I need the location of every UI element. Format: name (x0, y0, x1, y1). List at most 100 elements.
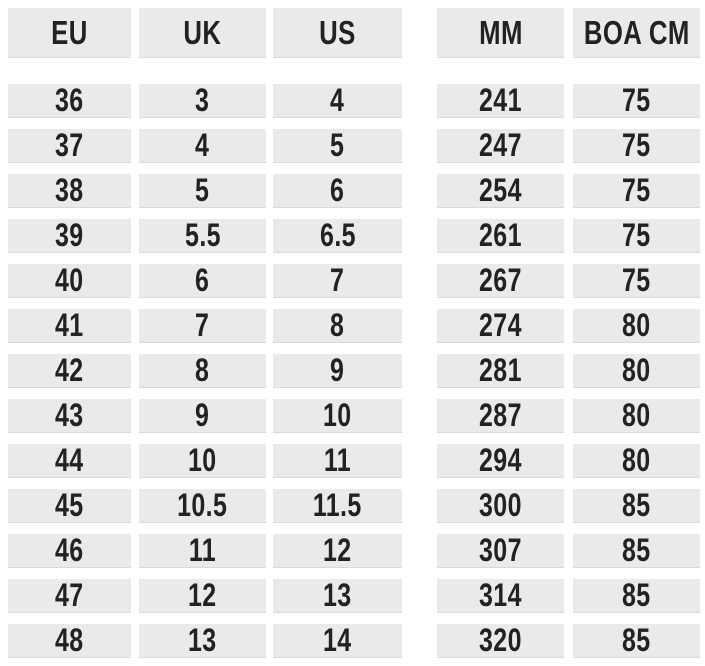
value-mm: 307 (479, 532, 522, 568)
value-boa: 85 (622, 622, 651, 658)
cell-us: 12 (273, 532, 402, 568)
header-cell-us: US (273, 8, 402, 58)
value-eu: 42 (55, 352, 84, 388)
cell-eu: 36 (8, 82, 131, 118)
value-uk: 9 (195, 397, 210, 433)
cell-us: 13 (273, 577, 402, 613)
value-us: 4 (330, 82, 345, 118)
value-boa: 75 (622, 127, 651, 163)
value-mm: 274 (479, 307, 522, 343)
cell-us: 6 (273, 172, 402, 208)
table-row: 41 7 8 274 80 (8, 307, 705, 343)
value-mm: 320 (479, 622, 522, 658)
value-uk: 4 (195, 127, 210, 163)
table-row: 46 11 12 307 85 (8, 532, 705, 568)
value-eu: 46 (55, 532, 84, 568)
cell-mm: 247 (437, 127, 564, 163)
value-eu: 38 (55, 172, 84, 208)
cell-boa: 80 (573, 397, 700, 433)
table-row: 37 4 5 247 75 (8, 127, 705, 163)
cell-uk: 6 (139, 262, 266, 298)
value-mm: 261 (479, 217, 522, 253)
header-label-mm: MM (478, 13, 523, 51)
cell-eu: 48 (8, 622, 131, 658)
value-eu: 43 (55, 397, 84, 433)
value-eu: 48 (55, 622, 84, 658)
value-uk: 12 (188, 577, 217, 613)
value-us: 5 (330, 127, 345, 163)
value-mm: 241 (479, 82, 522, 118)
cell-eu: 45 (8, 487, 131, 523)
value-us: 6.5 (319, 217, 356, 253)
cell-uk: 12 (139, 577, 266, 613)
value-us: 6 (330, 172, 345, 208)
header-cell-uk: UK (139, 8, 266, 58)
cell-uk: 8 (139, 352, 266, 388)
cell-mm: 254 (437, 172, 564, 208)
value-us: 7 (330, 262, 345, 298)
header-label-us: US (319, 13, 356, 51)
value-eu: 36 (55, 82, 84, 118)
value-us: 11.5 (313, 487, 362, 523)
value-us: 13 (323, 577, 352, 613)
cell-us: 4 (273, 82, 402, 118)
value-uk: 10.5 (177, 487, 228, 523)
table-row: 44 10 11 294 80 (8, 442, 705, 478)
value-us: 9 (330, 352, 345, 388)
value-uk: 6 (195, 262, 210, 298)
value-mm: 247 (479, 127, 522, 163)
value-eu: 37 (55, 127, 84, 163)
cell-mm: 241 (437, 82, 564, 118)
value-eu: 44 (55, 442, 84, 478)
table-row: 39 5.5 6.5 261 75 (8, 217, 705, 253)
cell-eu: 44 (8, 442, 131, 478)
cell-us: 5 (273, 127, 402, 163)
value-boa: 85 (622, 487, 651, 523)
cell-boa: 85 (573, 532, 700, 568)
header-cell-eu: EU (8, 8, 131, 58)
value-us: 14 (323, 622, 352, 658)
cell-mm: 300 (437, 487, 564, 523)
value-us: 8 (330, 307, 345, 343)
cell-boa: 80 (573, 307, 700, 343)
cell-us: 11.5 (273, 487, 402, 523)
cell-uk: 10.5 (139, 487, 266, 523)
cell-uk: 3 (139, 82, 266, 118)
value-mm: 267 (479, 262, 522, 298)
value-eu: 45 (55, 487, 84, 523)
cell-eu: 40 (8, 262, 131, 298)
cell-mm: 320 (437, 622, 564, 658)
header-cell-mm: MM (437, 8, 564, 58)
cell-us: 8 (273, 307, 402, 343)
value-eu: 41 (55, 307, 84, 343)
value-boa: 85 (622, 577, 651, 613)
value-us: 12 (323, 532, 352, 568)
header-cell-boa: BOA CM (573, 8, 700, 58)
value-boa: 85 (622, 532, 651, 568)
header-label-eu: EU (51, 13, 88, 51)
cell-eu: 46 (8, 532, 131, 568)
cell-us: 6.5 (273, 217, 402, 253)
value-boa: 75 (622, 217, 651, 253)
table-row: 38 5 6 254 75 (8, 172, 705, 208)
cell-boa: 85 (573, 487, 700, 523)
value-boa: 75 (622, 172, 651, 208)
cell-mm: 314 (437, 577, 564, 613)
cell-uk: 13 (139, 622, 266, 658)
table-row: 36 3 4 241 75 (8, 82, 705, 118)
cell-mm: 261 (437, 217, 564, 253)
cell-uk: 5.5 (139, 217, 266, 253)
cell-eu: 42 (8, 352, 131, 388)
header-label-uk: UK (183, 13, 222, 51)
cell-eu: 43 (8, 397, 131, 433)
cell-eu: 39 (8, 217, 131, 253)
cell-us: 14 (273, 622, 402, 658)
cell-uk: 4 (139, 127, 266, 163)
value-us: 11 (323, 442, 352, 478)
value-boa: 80 (622, 307, 651, 343)
cell-uk: 9 (139, 397, 266, 433)
value-uk: 3 (195, 82, 210, 118)
cell-us: 11 (273, 442, 402, 478)
table-row: 43 9 10 287 80 (8, 397, 705, 433)
cell-boa: 85 (573, 577, 700, 613)
